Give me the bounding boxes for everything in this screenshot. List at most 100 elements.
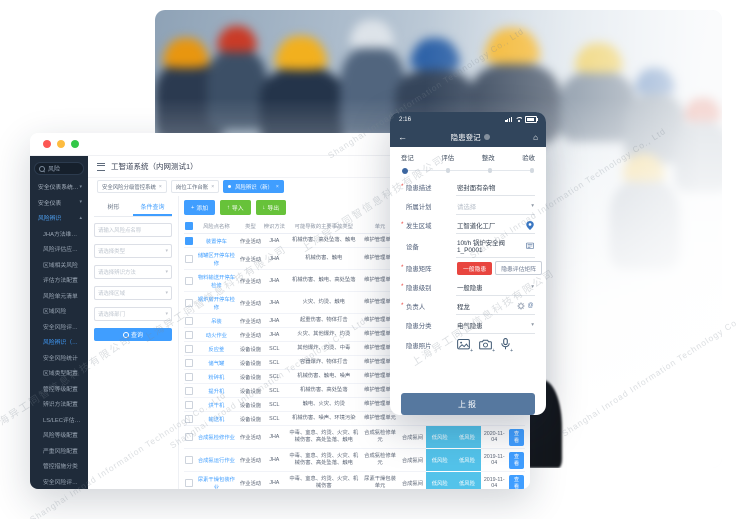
close-icon[interactable]: ×	[211, 183, 215, 190]
sidebar-item[interactable]: 区域类型配置	[30, 365, 88, 381]
hazard-desc-input[interactable]: 密封面有杂物	[456, 180, 535, 196]
row-checkbox[interactable]	[185, 254, 194, 263]
filter-tab[interactable]: 树形	[94, 199, 133, 216]
sidebar-item[interactable]: 风险单元清单	[30, 288, 88, 304]
risk-point-link[interactable]: 锅炉房开停车检修	[197, 296, 235, 311]
risk-point-link[interactable]: 合成氨检修作业	[197, 435, 235, 441]
sidebar-item[interactable]: 辨识方法配置	[30, 396, 88, 412]
gear-icon[interactable]	[517, 302, 525, 310]
add-image-icon[interactable]: +	[457, 338, 473, 354]
row-checkbox[interactable]	[185, 358, 194, 367]
row-checkbox[interactable]	[185, 456, 194, 464]
risk-point-link[interactable]: 合成氨运行作业	[197, 458, 235, 464]
sidebar-search-input[interactable]: 风险	[34, 162, 84, 175]
row-checkbox[interactable]	[185, 414, 194, 423]
filter-input[interactable]: 请选择部门 ▾	[94, 307, 172, 321]
sidebar-item[interactable]: LS/LEC评估配置	[30, 412, 88, 428]
level-select[interactable]: 一般隐患 ▾	[456, 280, 535, 296]
sidebar-item[interactable]: 安全风险统计	[30, 350, 88, 366]
sidebar-item[interactable]: 安全仪表 ▾	[30, 195, 88, 211]
plan-select[interactable]: 请选择 ▾	[456, 199, 535, 215]
home-icon[interactable]: ⌂	[533, 132, 538, 142]
risk-point-link[interactable]: 物料输送开停车检修	[197, 274, 235, 289]
risk-point-link[interactable]: 储气罐	[208, 360, 225, 367]
cell-unit: 维护管理单元	[361, 411, 399, 426]
nav-tab[interactable]: 安全风险分级管控系统 ×	[97, 180, 167, 193]
row-checkbox[interactable]	[185, 344, 194, 353]
sidebar-item[interactable]: 管控等级配置	[30, 381, 88, 397]
filter-input[interactable]: 请选择类型 ▾	[94, 244, 172, 258]
sidebar-item[interactable]: 安全风险评估(新)	[30, 474, 88, 490]
close-icon[interactable]: ×	[275, 183, 279, 190]
filter-input[interactable]: 请选择区域 ▾	[94, 286, 172, 300]
view-button[interactable]: 查看	[508, 428, 524, 446]
view-button[interactable]: 查看	[508, 451, 524, 469]
risk-point-link[interactable]: 提升机	[208, 388, 225, 395]
window-zoom-dot[interactable]	[71, 140, 79, 148]
risk-point-link[interactable]: 反应釜	[208, 346, 225, 353]
sidebar-item[interactable]: 安全风险评估库	[30, 319, 88, 335]
matrix-field: 一般隐患 隐患评估矩阵	[456, 258, 543, 278]
filter-input[interactable]: 请选择辨识方法 ▾	[94, 265, 172, 279]
risk-point-link[interactable]: 尿素干燥包装作业	[197, 477, 235, 489]
filter-input-placeholder: 请选择辨识方法	[98, 270, 136, 276]
category-select[interactable]: 电气隐患 ▾	[456, 318, 535, 334]
at-contact-icon[interactable]: @	[527, 302, 534, 309]
risk-point-link[interactable]: 动火作业	[205, 332, 227, 339]
nav-tab[interactable]: 风险辨识（新） ×	[223, 180, 284, 193]
region-field[interactable]: 工智道化工厂	[456, 218, 535, 234]
risk-point-link[interactable]: 储罐区开停车检修	[197, 252, 235, 267]
risk-point-link[interactable]: 粉碎机	[208, 374, 225, 381]
risk-point-link[interactable]: 吊装	[211, 318, 222, 325]
sidebar-item[interactable]: JHA方法维护配置	[30, 226, 88, 242]
sidebar-item[interactable]: 风险辨识（新）	[30, 334, 88, 350]
query-button[interactable]: 查询	[94, 328, 172, 341]
import-button[interactable]: ↑ 导入	[220, 200, 251, 215]
nav-tab[interactable]: 岗位工作台账 ×	[170, 180, 220, 193]
sidebar-item[interactable]: 风险评估应用（新）	[30, 241, 88, 257]
matrix-eval-button[interactable]: 隐患评估矩阵	[495, 261, 542, 275]
col-accidents: 可能导致的主要事故类型	[286, 219, 362, 234]
nav-tab-label: 风险辨识（新）	[235, 184, 273, 191]
row-checkbox[interactable]	[185, 236, 194, 245]
export-button[interactable]: ↓ 导出	[255, 200, 287, 215]
sidebar-item[interactable]: 安全仪表系统(新) ▾	[30, 179, 88, 195]
sidebar-item[interactable]: 风险等级配置	[30, 427, 88, 443]
microphone-icon[interactable]: +	[501, 338, 513, 354]
submit-button[interactable]: 上报	[401, 393, 535, 415]
hamburger-icon[interactable]	[97, 162, 105, 171]
window-minimize-dot[interactable]	[57, 140, 65, 148]
risk-point-link[interactable]: 装置停车	[205, 238, 227, 245]
close-icon[interactable]: ×	[158, 183, 162, 190]
row-checkbox[interactable]	[185, 386, 194, 395]
risk-point-link[interactable]: 输送机	[208, 416, 225, 423]
camera-icon[interactable]: +	[479, 339, 495, 354]
sidebar-item[interactable]: 风险辨识 ▴	[30, 210, 88, 226]
sidebar-item[interactable]: 评估方法配置	[30, 272, 88, 288]
filter-input[interactable]: 请输入风险点名称	[94, 223, 172, 237]
sidebar-item[interactable]: 管控措施分类	[30, 458, 88, 474]
export-button-label: 导出	[267, 206, 280, 212]
window-close-dot[interactable]	[43, 140, 51, 148]
row-checkbox[interactable]	[185, 400, 194, 409]
sidebar-item[interactable]: 区域风险	[30, 303, 88, 319]
sidebar-item[interactable]: 区域相关风险	[30, 257, 88, 273]
row-checkbox[interactable]	[185, 316, 194, 325]
matrix-level-button[interactable]: 一般隐患	[457, 261, 493, 275]
info-badge-icon[interactable]	[483, 134, 490, 140]
filter-tab[interactable]: 条件查询	[133, 199, 172, 216]
back-arrow-icon[interactable]: ←	[398, 132, 407, 142]
row-checkbox[interactable]	[185, 433, 194, 441]
row-checkbox[interactable]	[185, 479, 194, 487]
sidebar-item[interactable]: 严重风险配置	[30, 443, 88, 459]
add-button[interactable]: + 添加	[184, 200, 215, 215]
risk-point-link[interactable]: 烘干机	[208, 402, 225, 409]
equipment-field[interactable]: 10t/h 锅炉安全阀1_P0001	[456, 235, 535, 258]
select-all-checkbox[interactable]	[185, 222, 194, 230]
view-button[interactable]: 查看	[508, 474, 524, 489]
row-checkbox[interactable]	[185, 276, 194, 285]
row-checkbox[interactable]	[185, 330, 194, 339]
row-checkbox[interactable]	[185, 372, 194, 381]
owner-field[interactable]: 程龙 @	[456, 299, 535, 315]
row-checkbox[interactable]	[185, 298, 194, 307]
